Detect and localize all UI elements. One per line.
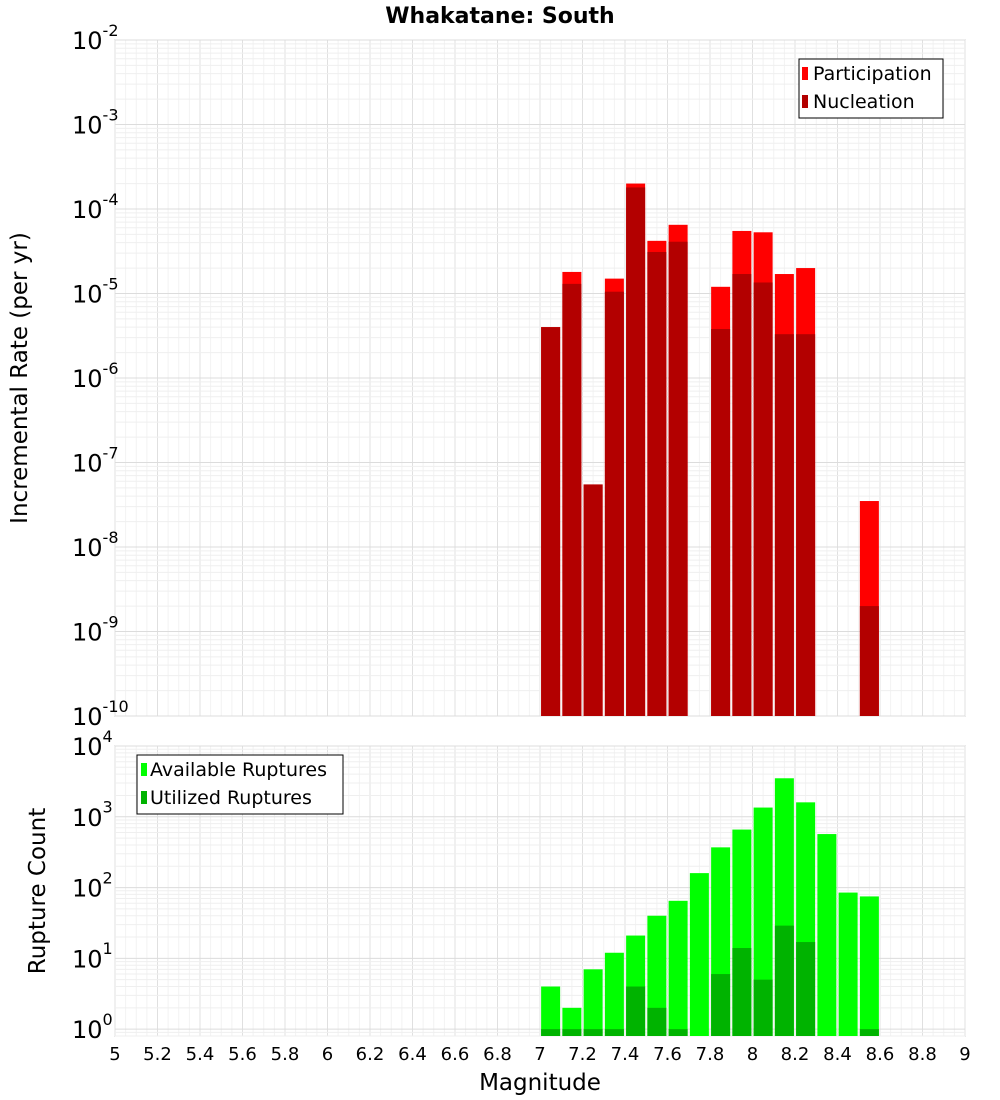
bar-available-ruptures — [859, 896, 879, 1036]
bar-nucleation — [796, 334, 816, 716]
x-tick-label: 6 — [322, 1044, 333, 1065]
top-y-tick-labels: 10-10 10-9 10-8 10-7 10-6 10-5 10-4 10-3 10-2 — [72, 21, 129, 731]
x-tick-label: 7.2 — [568, 1044, 597, 1065]
bar-nucleation — [562, 283, 582, 716]
bottom-panel: 100 101 102 103 104 5 5.2 5.4 5.6 5.8 6 6.2 6.4 6.6 6… — [25, 727, 971, 1096]
x-tick-label: 7.8 — [696, 1044, 725, 1065]
y-tick-label: 100 — [72, 1010, 113, 1044]
bar-available-ruptures — [647, 915, 667, 1036]
x-tick-label: 8.2 — [781, 1044, 810, 1065]
x-tick-label: 5.4 — [186, 1044, 215, 1065]
legend-available-swatch — [141, 763, 147, 776]
y-tick-label: 10-3 — [72, 105, 119, 139]
y-tick-label: 103 — [72, 798, 113, 832]
bar-utilized-ruptures — [604, 1029, 624, 1036]
bar-available-ruptures — [753, 807, 773, 1036]
y-tick-label: 10-7 — [72, 443, 119, 477]
y-tick-label: 10-8 — [72, 528, 119, 562]
bottom-y-axis-label: Rupture Count — [25, 808, 51, 974]
bottom-legend-box — [136, 754, 344, 815]
chart-title: Whakatane: South — [385, 4, 614, 29]
bottom-bars — [541, 778, 879, 1036]
x-tick-label: 7.6 — [653, 1044, 682, 1065]
top-bars — [541, 183, 879, 717]
y-tick-label: 10-5 — [72, 274, 119, 308]
bottom-legend: Available Ruptures Utilized Ruptures — [136, 754, 344, 815]
bar-available-ruptures — [689, 873, 709, 1036]
bar-utilized-ruptures — [541, 1029, 561, 1036]
bar-nucleation — [604, 291, 624, 716]
top-panel: 10-10 10-9 10-8 10-7 10-6 10-5 10-4 10-3 10-2 In… — [7, 21, 966, 731]
x-tick-label: 8.8 — [908, 1044, 937, 1065]
x-tick-label: 6.6 — [441, 1044, 470, 1065]
x-axis-label: Magnitude — [479, 1070, 601, 1096]
bar-available-ruptures — [583, 969, 603, 1036]
x-tick-label: 8.6 — [866, 1044, 895, 1065]
x-tick-label: 6.4 — [398, 1044, 427, 1065]
x-tick-label: 5.6 — [228, 1044, 257, 1065]
y-tick-label: 10-9 — [72, 612, 119, 646]
bar-utilized-ruptures — [583, 1029, 603, 1036]
legend-nucleation-label: Nucleation — [813, 91, 915, 113]
bar-utilized-ruptures — [774, 925, 794, 1036]
bar-available-ruptures — [541, 986, 561, 1036]
x-tick-label: 8.4 — [823, 1044, 852, 1065]
y-tick-label: 10-10 — [72, 697, 129, 731]
bar-nucleation — [647, 251, 667, 717]
bar-available-ruptures — [838, 892, 858, 1036]
bar-utilized-ruptures — [711, 974, 731, 1036]
legend-utilized-label: Utilized Ruptures — [150, 787, 312, 809]
bar-available-ruptures — [668, 900, 688, 1036]
bar-available-ruptures — [562, 1007, 582, 1036]
x-tick-label: 9 — [959, 1044, 970, 1065]
bar-nucleation — [583, 484, 603, 716]
y-tick-label: 10-4 — [72, 190, 119, 224]
bar-available-ruptures — [817, 834, 837, 1036]
bar-utilized-ruptures — [626, 986, 646, 1036]
x-tick-label: 7 — [534, 1044, 545, 1065]
x-tick-label: 5 — [109, 1044, 120, 1065]
bar-utilized-ruptures — [796, 942, 816, 1036]
y-tick-label: 10-2 — [72, 21, 119, 55]
top-y-axis-label: Incremental Rate (per yr) — [7, 232, 33, 524]
x-tick-label: 6.2 — [356, 1044, 385, 1065]
top-legend-box — [798, 58, 944, 119]
bar-nucleation — [668, 241, 688, 716]
top-legend: Participation Nucleation — [798, 58, 944, 119]
y-tick-label: 104 — [72, 727, 113, 761]
legend-available-label: Available Ruptures — [150, 759, 327, 781]
top-gridlines — [114, 39, 966, 717]
y-tick-label: 102 — [72, 868, 113, 902]
y-tick-label: 10-6 — [72, 359, 119, 393]
y-tick-label: 101 — [72, 939, 113, 973]
bar-utilized-ruptures — [562, 1029, 582, 1036]
bar-nucleation — [753, 282, 773, 716]
legend-nucleation-swatch — [802, 95, 808, 108]
x-tick-label: 7.4 — [611, 1044, 640, 1065]
legend-participation-label: Participation — [813, 63, 932, 85]
legend-utilized-swatch — [141, 791, 147, 804]
bar-nucleation — [859, 606, 879, 716]
bar-utilized-ruptures — [753, 979, 773, 1036]
bar-available-ruptures — [604, 952, 624, 1036]
bar-nucleation — [732, 274, 752, 716]
x-tick-label: 8 — [747, 1044, 758, 1065]
legend-participation-swatch — [802, 67, 808, 80]
bar-nucleation — [626, 187, 646, 717]
bar-utilized-ruptures — [732, 948, 752, 1036]
bottom-y-tick-labels: 100 101 102 103 104 — [72, 727, 113, 1044]
x-tick-label: 5.2 — [143, 1044, 172, 1065]
bar-utilized-ruptures — [668, 1029, 688, 1036]
x-tick-label: 5.8 — [271, 1044, 300, 1065]
x-tick-labels: 5 5.2 5.4 5.6 5.8 6 6.2 6.4 6.6 6.8 7 7.2 7.4 7.6 7.8 8… — [109, 1044, 970, 1065]
bar-nucleation — [541, 327, 561, 716]
x-tick-label: 6.8 — [483, 1044, 512, 1065]
bar-nucleation — [711, 329, 731, 716]
bar-utilized-ruptures — [859, 1029, 879, 1036]
bar-utilized-ruptures — [647, 1007, 667, 1036]
bar-nucleation — [774, 334, 794, 716]
